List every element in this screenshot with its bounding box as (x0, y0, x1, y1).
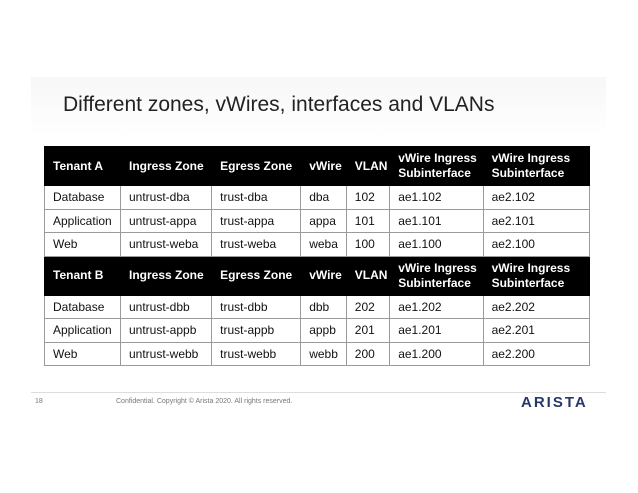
table-cell: trust-weba (211, 232, 302, 257)
table-cell: untrust-appb (119, 318, 213, 343)
table-cell: trust-appb (211, 318, 302, 343)
table-cell: trust-webb (211, 341, 302, 366)
table-row: Database untrust-dbb trust-dbb dbb 202 ae1.20… (44, 294, 591, 319)
table-cell: Database (44, 294, 121, 319)
header-cell: vWire (300, 255, 347, 296)
table-row: Application untrust-appb trust-appb appb 201… (44, 318, 591, 343)
table-header-row: Tenant A Ingress Zone Egress Zone vWire VLAN… (44, 146, 591, 186)
table-cell: Web (44, 232, 121, 257)
table-cell: Application (44, 208, 121, 233)
header-cell: vWire Ingress Subinterface (389, 255, 484, 296)
confidential-notice: Confidential. Copyright © Arista 2020. A… (116, 398, 293, 405)
header-cell: Ingress Zone (119, 255, 213, 296)
header-cell: vWire Ingress Subinterface (482, 255, 591, 296)
table-cell: 200 (345, 341, 391, 366)
table-cell: trust-appa (211, 208, 302, 233)
table-cell: 101 (345, 208, 391, 233)
table-cell: dba (300, 185, 347, 210)
title-band (31, 77, 606, 137)
table-cell: ae2.100 (482, 232, 591, 257)
table-cell: dbb (300, 294, 347, 319)
table-cell: Database (44, 185, 121, 210)
table-cell: Web (44, 341, 121, 366)
vlan-table: Tenant A Ingress Zone Egress Zone vWire VLAN… (44, 146, 591, 366)
page-number: 18 (35, 398, 43, 405)
header-cell: Egress Zone (211, 255, 302, 296)
table-cell: ae1.201 (389, 318, 484, 343)
table-row: Web untrust-webb trust-webb webb 200 ae1.200 a… (44, 341, 591, 366)
table-cell: ae2.102 (482, 185, 591, 210)
header-cell: Egress Zone (211, 146, 302, 186)
table-cell: trust-dba (211, 185, 302, 210)
table-cell: 102 (345, 185, 391, 210)
table-cell: 202 (345, 294, 391, 319)
table-cell: ae1.102 (389, 185, 484, 210)
header-cell: VLAN (345, 146, 391, 186)
table-row: Application untrust-appa trust-appa appa 101… (44, 208, 591, 233)
table-cell: Application (44, 318, 121, 343)
table-row: Web untrust-weba trust-weba weba 100 ae1.100 a… (44, 232, 591, 257)
table-cell: appa (300, 208, 347, 233)
table-cell: ae2.200 (482, 341, 591, 366)
table-header-row: Tenant B Ingress Zone Egress Zone vWire VLAN… (44, 255, 591, 296)
header-cell: vWire Ingress Subinterface (482, 146, 591, 186)
slide-title: Different zones, vWires, interfaces and … (63, 93, 495, 116)
table-cell: trust-dbb (211, 294, 302, 319)
header-cell: vWire Ingress Subinterface (389, 146, 484, 186)
table-cell: ae1.101 (389, 208, 484, 233)
footer-divider (31, 392, 606, 393)
table-cell: appb (300, 318, 347, 343)
header-cell: vWire (300, 146, 347, 186)
table-cell: untrust-dbb (119, 294, 213, 319)
table-cell: ae2.101 (482, 208, 591, 233)
table-cell: webb (300, 341, 347, 366)
header-cell: Tenant B (44, 255, 121, 296)
table-cell: 201 (345, 318, 391, 343)
table-cell: ae2.201 (482, 318, 591, 343)
table-cell: ae1.200 (389, 341, 484, 366)
table-row: Database untrust-dba trust-dba dba 102 ae1.10… (44, 185, 591, 210)
table-cell: untrust-appa (119, 208, 213, 233)
table-cell: untrust-webb (119, 341, 213, 366)
table-cell: ae1.202 (389, 294, 484, 319)
header-cell: Ingress Zone (119, 146, 213, 186)
arista-logo: ARISTA (521, 394, 588, 411)
table-cell: weba (300, 232, 347, 257)
table-cell: untrust-weba (119, 232, 213, 257)
table-cell: ae2.202 (482, 294, 591, 319)
header-cell: VLAN (345, 255, 391, 296)
header-cell: Tenant A (44, 146, 121, 186)
table-cell: 100 (345, 232, 391, 257)
table-cell: ae1.100 (389, 232, 484, 257)
table-cell: untrust-dba (119, 185, 213, 210)
